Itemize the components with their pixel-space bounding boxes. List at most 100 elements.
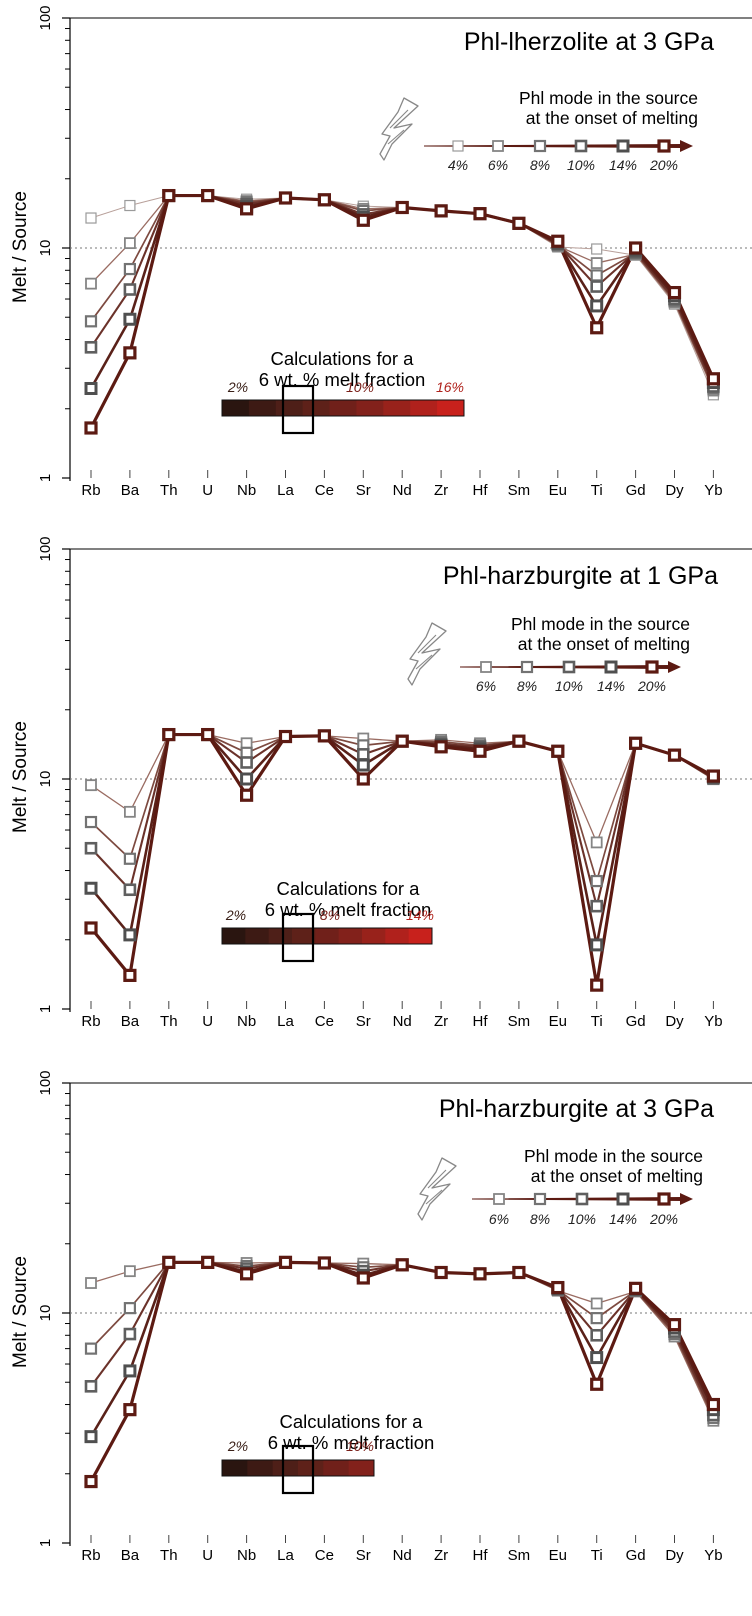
data-point [628, 736, 643, 750]
legend-label: 8% [530, 1211, 550, 1227]
legend-label: 6% [488, 157, 508, 173]
chart-panel-1: 1 10 100 Melt / Source Rb Ba Th U Nb La Ce Sr Nd Zr Hf… [10, 5, 752, 499]
data-point [667, 748, 682, 762]
data-point [123, 283, 137, 296]
data-point [590, 1351, 604, 1365]
legend-subtitle: at the onset of melting [526, 108, 698, 128]
melt-fraction-swatch [362, 928, 386, 944]
data-point [590, 978, 604, 992]
data-point [123, 928, 137, 942]
data-point [590, 269, 603, 282]
legend-marker [520, 660, 534, 674]
y-tick-label: 10 [37, 771, 54, 788]
data-point [706, 1397, 721, 1412]
data-point [317, 729, 331, 743]
data-point [85, 212, 97, 224]
selected-fraction-box [281, 1444, 315, 1495]
chart-title: Phl-harzburgite at 1 GPa [443, 562, 718, 590]
melt-fraction-label: 2% [227, 379, 248, 395]
data-point [628, 241, 643, 255]
data-point [278, 191, 293, 205]
data-point [124, 199, 136, 212]
data-point [240, 772, 254, 786]
legend-marker [604, 660, 618, 674]
x-tick-label: Yb [704, 482, 722, 499]
data-point [84, 881, 98, 895]
data-point [240, 756, 253, 769]
y-tick-label: 100 [37, 536, 54, 561]
series-line [89, 193, 715, 429]
legend-marker [645, 660, 659, 674]
x-tick-label: Dy [665, 482, 684, 499]
data-point [590, 1328, 604, 1342]
chart-panel-3: 1 10 100 Melt / Source Rb Ba Th U Nb La Ce Sr Nd Zr Hf… [10, 1070, 752, 1564]
phlogopite-icon [379, 97, 419, 161]
data-point [240, 788, 254, 802]
data-point [667, 1318, 682, 1332]
legend-marker [533, 139, 547, 153]
melt-fraction-swatch [248, 400, 277, 416]
x-tick-label: Sm [508, 482, 531, 499]
selected-fraction-box [281, 384, 315, 435]
x-tick-label: Zr [434, 482, 448, 499]
data-point [317, 193, 331, 207]
data-point [84, 921, 98, 935]
calc-line1: Calculations for a [271, 348, 415, 369]
x-tick-label: Ba [121, 482, 140, 499]
data-point [628, 1281, 643, 1295]
data-point [123, 883, 137, 897]
data-point [201, 727, 215, 742]
data-point [123, 968, 137, 982]
x-tick-label: Hf [473, 1013, 489, 1030]
phlogopite-icon-detail [387, 109, 409, 145]
legend-marker [452, 140, 464, 152]
y-tick-label: 1 [37, 1539, 54, 1547]
y-tick-label: 100 [37, 1070, 54, 1095]
melt-fraction-swatch [302, 400, 331, 416]
x-tick-label: Dy [665, 1013, 684, 1030]
data-point [85, 1277, 97, 1289]
x-tick-label: Rb [81, 1547, 100, 1564]
x-tick-label: Hf [473, 482, 489, 499]
x-tick-label: Nb [237, 1013, 256, 1030]
legend-label: 14% [609, 157, 637, 173]
selected-fraction-box [281, 912, 315, 963]
x-tick-label: Sr [356, 1013, 371, 1030]
melt-fraction-label: 8% [320, 907, 340, 923]
y-axis-label: Melt / Source [10, 1256, 31, 1368]
legend-arrowhead [680, 1193, 693, 1205]
y-tick-label: 10 [37, 1305, 54, 1322]
melt-fraction-swatch [323, 1460, 350, 1476]
data-point [473, 744, 487, 758]
data-point [84, 1342, 98, 1355]
data-point [473, 1267, 487, 1281]
legend-label: 6% [489, 1211, 509, 1227]
calc-line1: Calculations for a [277, 878, 421, 899]
x-tick-label: Eu [549, 1547, 567, 1564]
x-tick-label: Hf [473, 1547, 489, 1564]
melt-fraction-label: 10% [346, 1438, 374, 1454]
data-point [395, 734, 409, 748]
x-tick-label: La [277, 482, 294, 499]
x-tick-label: Th [160, 482, 178, 499]
data-point [317, 1256, 331, 1270]
melt-fraction-swatch [268, 928, 293, 944]
legend-marker [533, 1192, 547, 1206]
legend-label: 8% [517, 678, 537, 694]
x-tick-label: Dy [665, 1547, 684, 1564]
x-tick-label: Ce [315, 1013, 334, 1030]
data-point [395, 1258, 409, 1272]
x-tick-label: Sm [508, 1013, 531, 1030]
x-tick-label: Ce [315, 1547, 334, 1564]
x-tick-label: Gd [626, 482, 646, 499]
legend-label: 10% [555, 678, 583, 694]
chart-title: Phl-lherzolite at 3 GPa [464, 28, 714, 56]
data-point [85, 779, 97, 792]
melt-fraction-swatch [437, 400, 465, 416]
calc-line2: 6 wt. % melt fraction [259, 369, 426, 390]
legend-marker [574, 139, 588, 153]
legend-marker [492, 140, 504, 152]
data-point [590, 257, 603, 269]
data-point [84, 1380, 98, 1393]
legend-marker [616, 1192, 630, 1206]
